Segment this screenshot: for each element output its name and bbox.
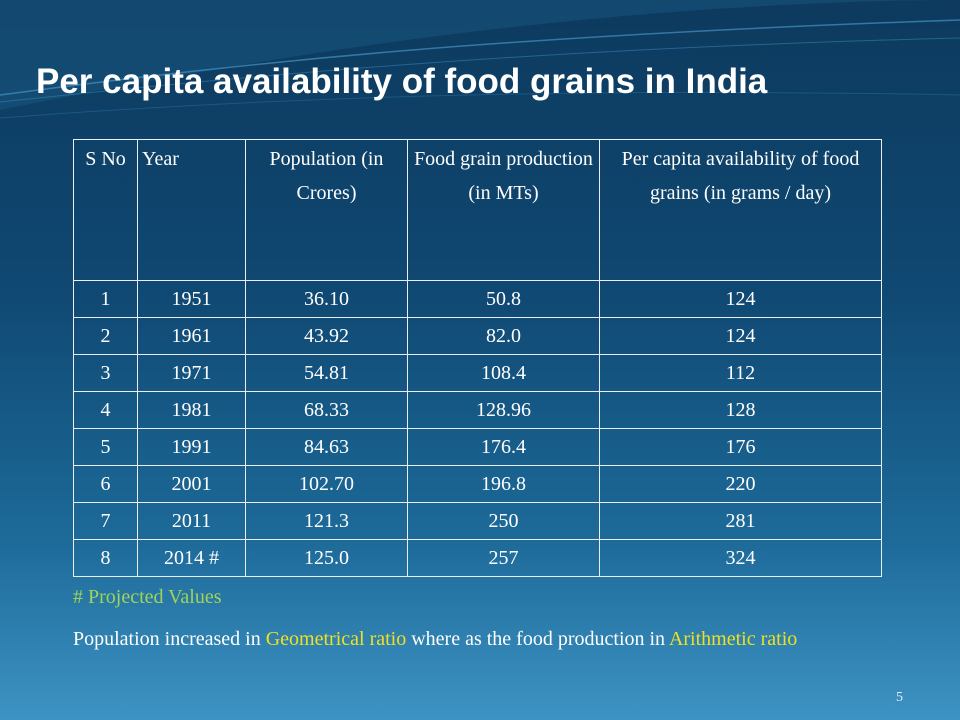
cell-production: 82.0 (407, 317, 600, 355)
cell-per-capita: 124 (599, 317, 882, 355)
table-row: 7 2011 121.3 250 281 (73, 502, 882, 540)
table-row: 5 1991 84.63 176.4 176 (73, 428, 882, 466)
cell-population: 43.92 (245, 317, 408, 355)
cell-per-capita: 112 (599, 354, 882, 392)
cell-s-no: 6 (73, 465, 138, 503)
header-population: Population (in Crores) (245, 139, 408, 281)
table-row: 6 2001 102.70 196.8 220 (73, 465, 882, 503)
cell-s-no: 7 (73, 502, 138, 540)
cell-production: 108.4 (407, 354, 600, 392)
cell-population: 84.63 (245, 428, 408, 466)
cell-s-no: 5 (73, 428, 138, 466)
cell-per-capita: 124 (599, 280, 882, 318)
page-number: 5 (896, 690, 903, 705)
highlight-arithmetic-ratio: Arithmetic ratio (668, 628, 798, 650)
cell-year: 1951 (137, 280, 246, 318)
summary-part-1: Population increased in (73, 628, 266, 650)
food-grain-table: S No Year Population (in Crores) Food gr… (73, 139, 882, 577)
cell-s-no: 1 (73, 280, 138, 318)
cell-population: 121.3 (245, 502, 408, 540)
summary-part-2: where as the food production in (406, 628, 669, 650)
cell-population: 36.10 (245, 280, 408, 318)
slide-title: Per capita availability of food grains i… (36, 62, 768, 101)
highlight-geometrical-ratio: Geometrical ratio (265, 628, 407, 650)
cell-year: 1961 (137, 317, 246, 355)
table-row: 3 1971 54.81 108.4 112 (73, 354, 882, 392)
cell-production: 50.8 (407, 280, 600, 318)
table-row: 1 1951 36.10 50.8 124 (73, 280, 882, 318)
cell-year: 1981 (137, 391, 246, 429)
table-row: 4 1981 68.33 128.96 128 (73, 391, 882, 429)
header-per-capita-availability: Per capita availability of food grains (… (599, 139, 882, 281)
header-year: Year (137, 139, 246, 281)
header-s-no: S No (73, 139, 138, 281)
cell-production: 250 (407, 502, 600, 540)
cell-population: 102.70 (245, 465, 408, 503)
table-row: 2 1961 43.92 82.0 124 (73, 317, 882, 355)
cell-per-capita: 281 (599, 502, 882, 540)
cell-s-no: 4 (73, 391, 138, 429)
cell-year: 2001 (137, 465, 246, 503)
cell-population: 68.33 (245, 391, 408, 429)
summary-text: Population increased in Geometrical rati… (73, 625, 873, 653)
cell-population: 54.81 (245, 354, 408, 392)
cell-year: 2011 (137, 502, 246, 540)
table-header-row: S No Year Population (in Crores) Food gr… (73, 139, 882, 281)
cell-population: 125.0 (245, 539, 408, 577)
cell-production: 128.96 (407, 391, 600, 429)
cell-year: 2014 # (137, 539, 246, 577)
table-row: 8 2014 # 125.0 257 324 (73, 539, 882, 577)
cell-year: 1971 (137, 354, 246, 392)
cell-per-capita: 128 (599, 391, 882, 429)
cell-s-no: 8 (73, 539, 138, 577)
cell-per-capita: 176 (599, 428, 882, 466)
cell-year: 1991 (137, 428, 246, 466)
cell-per-capita: 324 (599, 539, 882, 577)
cell-per-capita: 220 (599, 465, 882, 503)
cell-production: 176.4 (407, 428, 600, 466)
cell-s-no: 3 (73, 354, 138, 392)
cell-production: 196.8 (407, 465, 600, 503)
cell-production: 257 (407, 539, 600, 577)
header-food-grain-production: Food grain production (in MTs) (407, 139, 600, 281)
footnote-projected: # Projected Values (73, 586, 222, 608)
cell-s-no: 2 (73, 317, 138, 355)
